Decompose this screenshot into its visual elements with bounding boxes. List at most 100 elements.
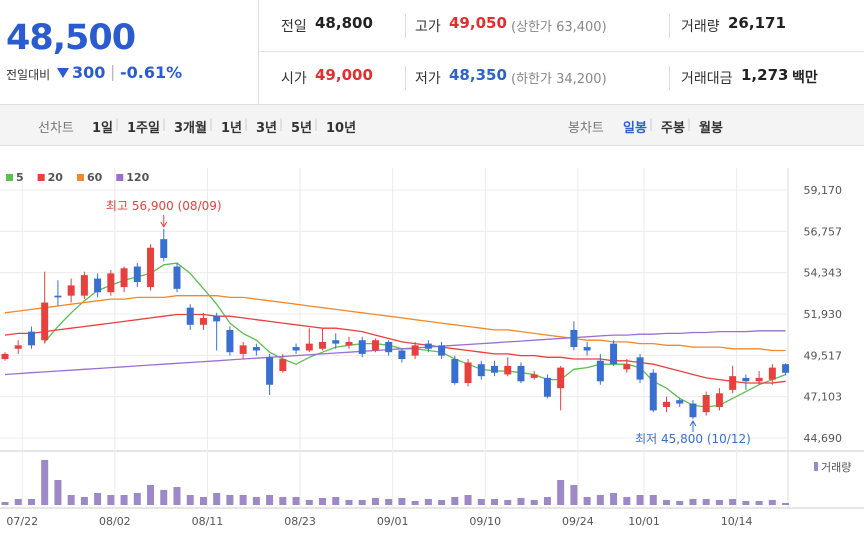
candle-body	[517, 365, 525, 382]
x-tick-label: 07/22	[6, 515, 38, 528]
period-button[interactable]: 월봉	[699, 121, 723, 136]
separator: |	[115, 117, 120, 131]
period-button[interactable]: 일봉	[623, 121, 647, 136]
candle-body	[742, 377, 750, 382]
quote-value: 48,350	[449, 66, 507, 84]
annotation-arrowhead	[689, 420, 697, 427]
separator: |	[244, 117, 249, 131]
range-button[interactable]: 3개월	[174, 121, 207, 136]
volume-bar	[742, 501, 750, 505]
volume-bar	[160, 490, 168, 505]
candle-body	[279, 359, 287, 372]
volume-bar	[358, 500, 366, 505]
candle-body	[54, 295, 62, 298]
separator: |	[687, 117, 692, 131]
volume-bar	[345, 500, 353, 505]
quote-label: 시가	[281, 71, 307, 87]
candle-body	[345, 341, 353, 346]
candle-body	[663, 401, 670, 407]
separator: |	[209, 117, 214, 131]
quote-value: 49,050	[449, 14, 507, 32]
volume-bar	[424, 499, 432, 505]
volume-bar	[689, 499, 697, 505]
volume-bar	[385, 499, 393, 505]
y-tick-label: 54,343	[804, 267, 843, 280]
y-tick-label: 56,757	[804, 225, 843, 238]
legend-swatch	[76, 174, 84, 181]
volume-bar	[504, 500, 512, 505]
volume-bar	[41, 460, 49, 505]
candle-body	[133, 266, 141, 282]
volume-bar	[1, 502, 9, 505]
volume-bar	[27, 499, 35, 505]
period-button[interactable]: 주봉	[661, 121, 685, 136]
volume-bar	[319, 498, 327, 505]
range-button[interactable]: 3년	[256, 121, 278, 136]
col-divider	[669, 66, 670, 90]
col-divider	[405, 14, 406, 38]
candle-body	[80, 275, 88, 296]
volume-bar	[398, 498, 406, 505]
candle-body	[239, 345, 247, 354]
volume-bar	[491, 499, 499, 505]
volume-bar	[649, 495, 657, 505]
candle-body	[623, 364, 631, 370]
volume-bar	[464, 495, 472, 505]
candle-body	[477, 364, 485, 377]
range-button[interactable]: 1주일	[127, 121, 160, 136]
candle-body	[358, 340, 366, 354]
candle-body	[570, 329, 578, 348]
candle-body	[424, 343, 432, 349]
legend-swatch	[6, 174, 13, 181]
x-tick-label: 09/01	[377, 515, 409, 528]
range-button[interactable]: 1년	[221, 121, 243, 136]
x-tick-label: 08/02	[99, 515, 131, 528]
candle-body	[702, 395, 710, 413]
volume-bar	[292, 497, 300, 505]
candle-body	[676, 400, 684, 404]
candle-body	[464, 362, 472, 384]
candle-body	[755, 377, 763, 382]
quote-value: 48,800	[315, 14, 373, 32]
annotation-arrowhead	[160, 221, 168, 228]
candle-body	[596, 360, 604, 382]
range-button[interactable]: 1일	[92, 121, 114, 136]
quote-label: 거래대금	[681, 71, 733, 87]
legend-label: 20	[48, 171, 64, 184]
current-price: 48,500	[6, 18, 136, 58]
row-divider	[259, 51, 864, 52]
separator: |	[279, 117, 284, 131]
candle-body	[530, 374, 538, 378]
candle-body	[41, 302, 49, 341]
candle-body	[305, 343, 313, 351]
candle-body	[27, 331, 35, 346]
candle-body	[332, 340, 340, 344]
candle-body	[199, 317, 207, 325]
range-button[interactable]: 5년	[291, 121, 313, 136]
volume-bar	[186, 495, 194, 505]
volume-bar	[570, 485, 578, 505]
volume-bar	[610, 493, 618, 505]
x-tick-label: 09/10	[469, 515, 501, 528]
y-tick-label: 44,690	[804, 432, 843, 445]
volume-bar	[133, 493, 141, 505]
candle-body	[636, 357, 644, 380]
volume-bar	[530, 500, 538, 505]
annotation: 최고 56,900 (08/09)	[106, 199, 222, 213]
candle-body	[438, 345, 446, 356]
candle-body	[491, 365, 499, 373]
candle-body	[67, 285, 75, 296]
legend-label: 5	[16, 171, 24, 184]
ma-line	[4, 313, 786, 384]
volume-bar	[252, 497, 260, 505]
volume-bar	[768, 500, 776, 505]
volume-bar	[279, 497, 287, 505]
candle-body	[160, 239, 168, 258]
x-tick-label: 10/01	[628, 515, 660, 528]
candle-body	[107, 273, 115, 293]
quote-label: 거래량	[681, 19, 720, 35]
range-button[interactable]: 10년	[326, 121, 357, 136]
quote-value: 1,273	[741, 66, 789, 84]
volume-bar	[543, 497, 551, 505]
